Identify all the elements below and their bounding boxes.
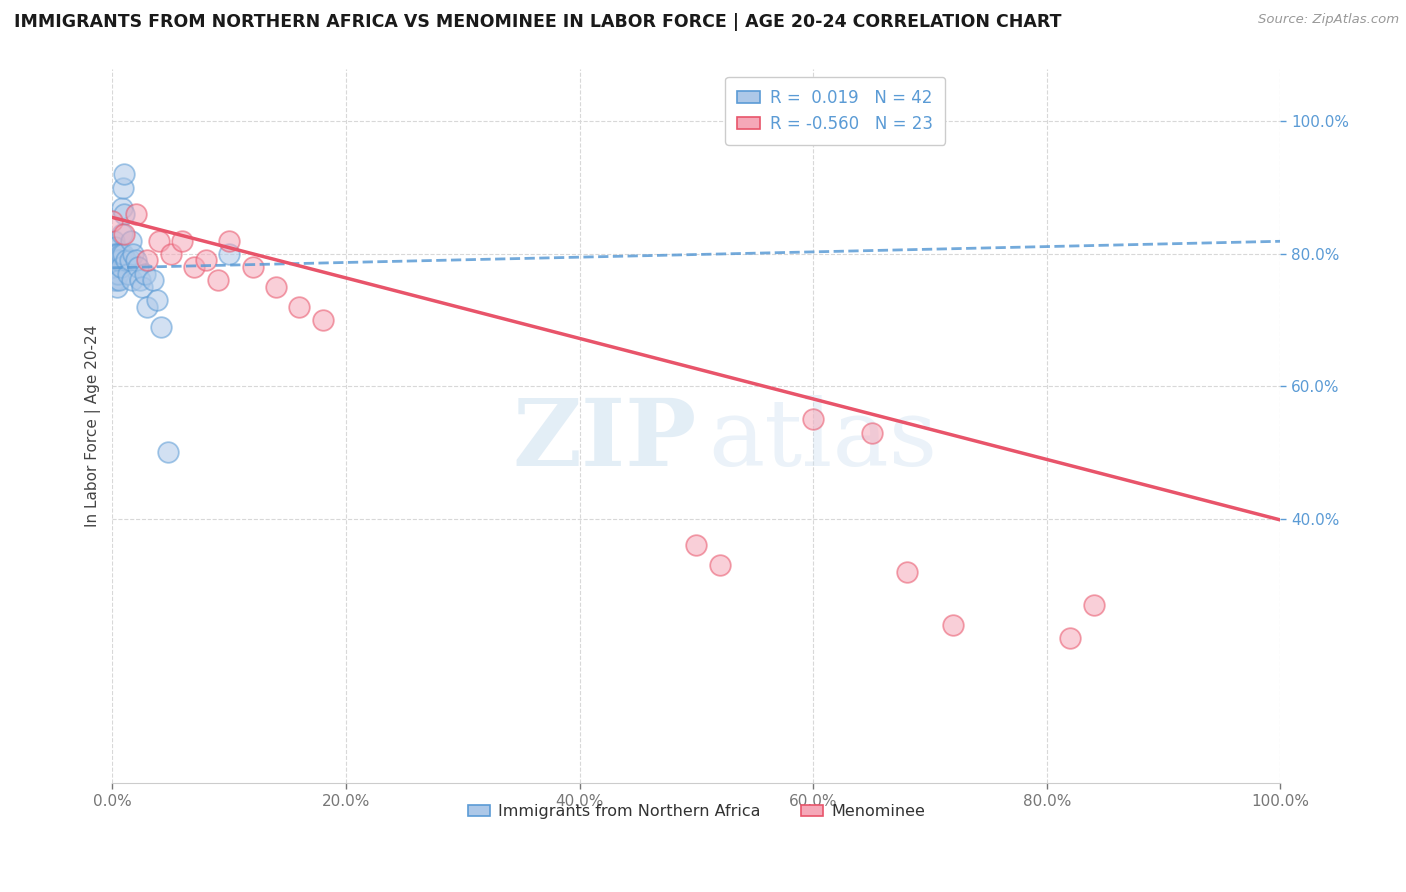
Point: [896, 565, 918, 579]
Point: [125, 207, 148, 221]
Point: [242, 260, 264, 274]
Point: [101, 213, 124, 227]
Point: [136, 253, 159, 268]
Point: [685, 538, 707, 552]
Point: [112, 227, 135, 241]
Point: [136, 300, 159, 314]
Point: [107, 247, 129, 261]
Text: atlas: atlas: [709, 395, 938, 485]
Point: [218, 234, 240, 248]
Point: [134, 267, 156, 281]
Point: [104, 267, 127, 281]
Point: [108, 253, 131, 268]
Point: [104, 240, 127, 254]
Point: [709, 558, 731, 572]
Point: [110, 247, 132, 261]
Point: [148, 234, 170, 248]
Point: [101, 253, 124, 268]
Point: [122, 247, 145, 261]
Point: [125, 253, 148, 268]
Point: [264, 280, 287, 294]
Point: [288, 300, 311, 314]
Point: [129, 273, 152, 287]
Text: IMMIGRANTS FROM NORTHERN AFRICA VS MENOMINEE IN LABOR FORCE | AGE 20-24 CORRELAT: IMMIGRANTS FROM NORTHERN AFRICA VS MENOM…: [14, 13, 1062, 31]
Point: [103, 234, 125, 248]
Point: [103, 247, 125, 261]
Text: ZIP: ZIP: [512, 395, 696, 485]
Point: [131, 280, 153, 294]
Point: [801, 412, 824, 426]
Point: [111, 180, 134, 194]
Point: [127, 260, 149, 274]
Point: [105, 280, 128, 294]
Text: Source: ZipAtlas.com: Source: ZipAtlas.com: [1258, 13, 1399, 27]
Point: [110, 260, 132, 274]
Point: [104, 247, 127, 261]
Point: [105, 253, 128, 268]
Point: [104, 260, 127, 274]
Point: [117, 267, 139, 281]
Point: [157, 445, 180, 459]
Point: [108, 273, 131, 287]
Point: [860, 425, 883, 440]
Point: [120, 234, 142, 248]
Point: [112, 207, 135, 221]
Point: [207, 273, 229, 287]
Point: [118, 253, 141, 268]
Point: [942, 617, 965, 632]
Legend: Immigrants from Northern Africa, Menominee: Immigrants from Northern Africa, Menomin…: [461, 797, 931, 825]
Point: [115, 253, 138, 268]
Point: [218, 247, 240, 261]
Point: [159, 247, 181, 261]
Point: [104, 253, 127, 268]
Point: [121, 273, 143, 287]
Point: [142, 273, 165, 287]
Point: [111, 247, 134, 261]
Point: [111, 227, 134, 241]
Y-axis label: In Labor Force | Age 20-24: In Labor Force | Age 20-24: [86, 325, 101, 527]
Point: [311, 313, 333, 327]
Point: [194, 253, 217, 268]
Point: [103, 273, 125, 287]
Point: [112, 168, 135, 182]
Point: [111, 201, 134, 215]
Point: [172, 234, 194, 248]
Point: [1059, 631, 1081, 645]
Point: [183, 260, 205, 274]
Point: [150, 319, 173, 334]
Point: [1083, 598, 1105, 612]
Point: [146, 293, 169, 308]
Point: [104, 273, 127, 287]
Point: [101, 260, 124, 274]
Point: [107, 267, 129, 281]
